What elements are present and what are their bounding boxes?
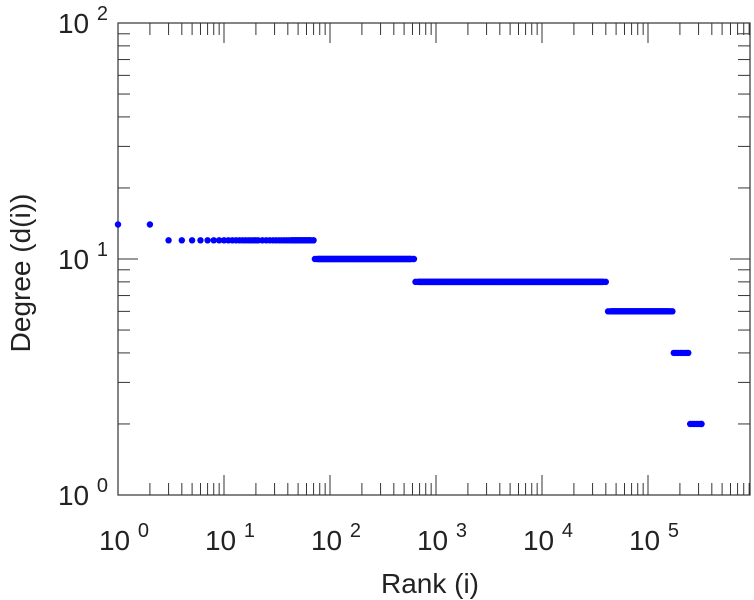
data-point xyxy=(215,237,223,244)
y-tick-label: 10 1 xyxy=(58,239,108,275)
data-point xyxy=(220,237,228,244)
data-point xyxy=(188,237,196,244)
data-point-run xyxy=(608,308,673,315)
y-tick-label: 10 2 xyxy=(58,3,108,39)
y-axis-title: Degree (d(i)) xyxy=(5,194,36,353)
data-point xyxy=(197,237,204,244)
data-points xyxy=(114,221,705,428)
data-point xyxy=(210,237,217,244)
data-point-run xyxy=(314,255,414,263)
data-point xyxy=(685,349,692,357)
x-tick-label: 10 3 xyxy=(417,520,467,556)
x-tick-label: 10 4 xyxy=(523,520,573,556)
axis-ticks xyxy=(117,22,750,496)
data-point-run xyxy=(415,278,606,286)
data-point xyxy=(165,237,172,244)
tick-labels: 10 0 10 1 10 2 10 3 10 4 10 5 10 0 10 1 10 2 xyxy=(58,3,679,556)
x-tick-label: 10 1 xyxy=(205,520,255,556)
x-tick-label: 10 5 xyxy=(629,520,679,556)
data-point xyxy=(204,237,211,244)
data-point xyxy=(146,221,154,228)
y-tick-label: 10 0 xyxy=(58,475,108,511)
x-axis-title: Rank (i) xyxy=(381,568,479,599)
plot-frame xyxy=(117,22,751,496)
x-tick-label: 10 0 xyxy=(99,520,149,556)
x-tick-label: 10 2 xyxy=(311,520,361,556)
data-point xyxy=(114,221,122,228)
data-point xyxy=(178,237,186,244)
data-point-run xyxy=(287,237,314,244)
data-point xyxy=(698,420,705,428)
